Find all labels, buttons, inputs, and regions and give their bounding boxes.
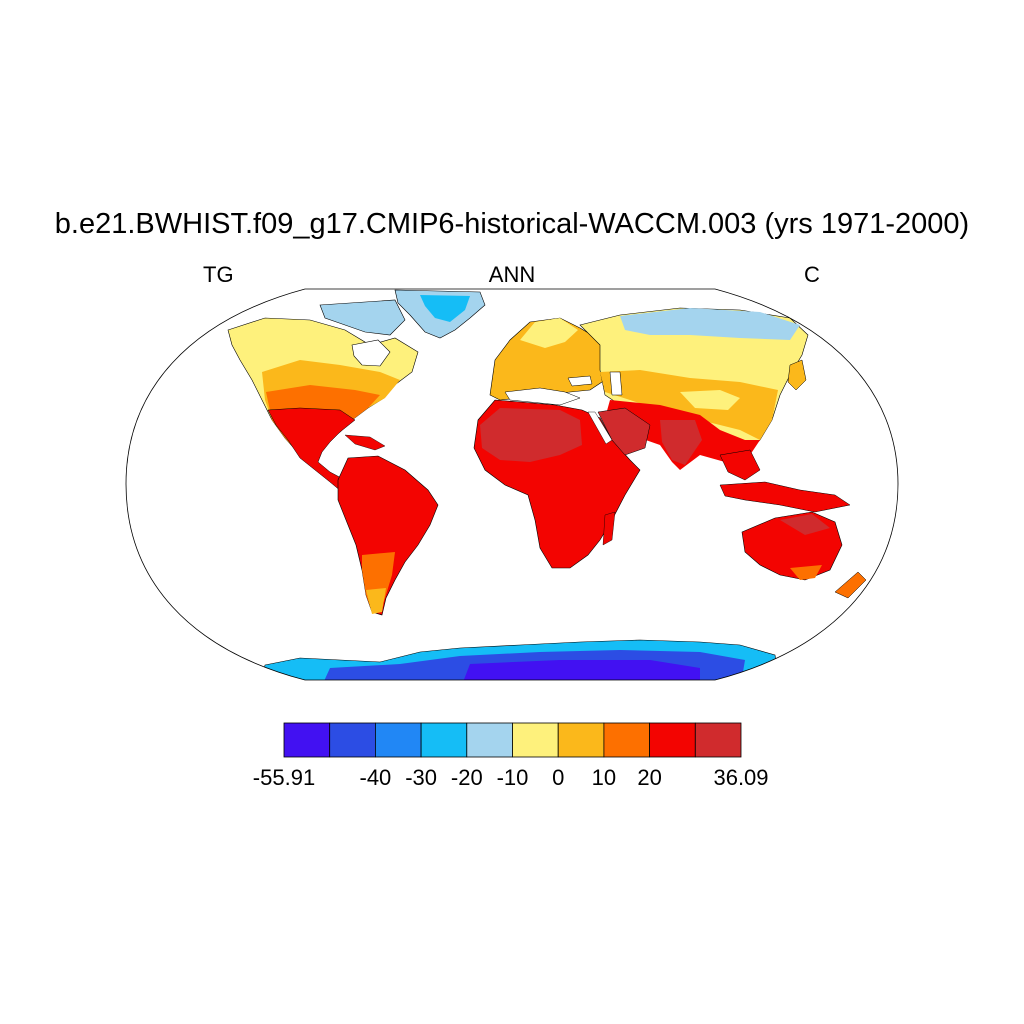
colorbar-box xyxy=(649,722,696,758)
variable-label: TG xyxy=(203,262,234,287)
colorbar-box xyxy=(466,722,513,758)
colorbar-tick-label: -20 xyxy=(450,765,483,790)
colorbar-tick-label: 20 xyxy=(637,765,662,790)
asia-mid xyxy=(600,370,778,440)
units-label: C xyxy=(804,262,820,287)
map-content xyxy=(227,289,867,680)
hudson-bay xyxy=(351,339,391,367)
season-label: ANN xyxy=(488,262,536,287)
south-america xyxy=(337,455,439,616)
arabia xyxy=(597,407,651,456)
caribbean-islands xyxy=(344,434,386,451)
colorbar-box xyxy=(512,722,559,758)
colorbar-tick-label: -40 xyxy=(359,765,392,790)
colorbar-box xyxy=(694,722,742,758)
scandinavia xyxy=(520,318,578,348)
japan xyxy=(787,359,807,391)
black-sea xyxy=(567,375,593,387)
indonesia xyxy=(719,481,851,513)
globe-outline xyxy=(125,288,899,681)
colorbar-box xyxy=(603,722,651,758)
sahara xyxy=(480,408,582,462)
arctic-islands xyxy=(319,299,406,336)
new-zealand xyxy=(834,571,867,599)
colorbar-tick-label: 36.09 xyxy=(713,765,769,790)
antarctica-plateau xyxy=(460,660,700,680)
mediterranean-sea xyxy=(504,387,581,406)
map-title: b.e21.BWHIST.f09_g17.CMIP6-historical-WA… xyxy=(54,208,970,240)
colorbar-box xyxy=(283,722,331,758)
colorbar-box xyxy=(329,722,376,758)
tibet xyxy=(680,390,740,410)
caspian-sea xyxy=(609,371,623,396)
india xyxy=(660,420,702,465)
madagascar xyxy=(602,511,616,546)
colorbar xyxy=(283,722,742,758)
colorbar-box xyxy=(557,722,605,758)
colorbar-tick-label: -30 xyxy=(405,765,437,790)
patagonia xyxy=(366,588,386,614)
colorbar-tick-label: -10 xyxy=(496,765,529,790)
colorbar-tick-label: -55.91 xyxy=(252,765,316,790)
mexico-central-america xyxy=(267,407,356,493)
australia-south xyxy=(790,565,822,580)
colorbar-box xyxy=(374,722,422,758)
australia-north xyxy=(780,514,830,535)
colorbar-tick-label: 10 xyxy=(591,765,617,790)
colorbar-box xyxy=(420,722,468,758)
colorbar-tick-label: 0 xyxy=(552,765,565,790)
greenland-interior xyxy=(420,295,470,322)
siberia-cold xyxy=(620,308,800,340)
southeast-asia xyxy=(719,449,761,481)
